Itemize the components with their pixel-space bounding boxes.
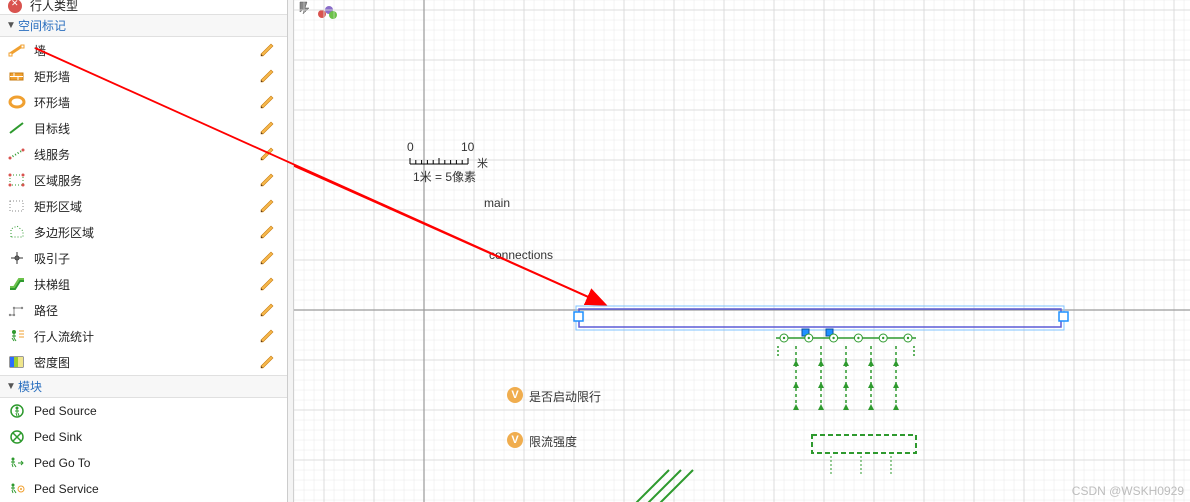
red-x-icon: [8, 0, 22, 13]
item-label: Ped Go To: [34, 456, 281, 470]
item-label: 矩形区域: [34, 198, 259, 215]
item-label: 多边形区域: [34, 224, 259, 241]
palette-item-rectarea[interactable]: 矩形区域: [0, 193, 287, 219]
section-title: 空间标记: [18, 17, 66, 34]
attractor-icon: [8, 250, 26, 266]
palette-item-lineservice[interactable]: 线服务: [0, 141, 287, 167]
pencil-icon[interactable]: [259, 172, 275, 188]
palette-item-pedgoto[interactable]: Ped Go To: [0, 450, 287, 476]
pencil-icon[interactable]: [259, 146, 275, 162]
pencil-icon[interactable]: [259, 224, 275, 240]
lineservice-icon: [8, 146, 26, 162]
rectwall-icon: [8, 68, 26, 84]
truncated-label: 行人类型: [30, 0, 78, 14]
green-dashed-box[interactable]: [811, 434, 935, 492]
pencil-icon[interactable]: [259, 198, 275, 214]
section-header-modules[interactable]: ▼ 模块: [0, 375, 287, 398]
pencil-icon[interactable]: [259, 94, 275, 110]
item-label: Ped Sink: [34, 430, 281, 444]
item-label: 目标线: [34, 120, 259, 137]
pedservice-icon: [8, 481, 26, 497]
palette-item-density[interactable]: 密度图: [0, 349, 287, 375]
palette-item-pedsink[interactable]: Ped Sink: [0, 424, 287, 450]
item-label: 区域服务: [34, 172, 259, 189]
item-label: 吸引子: [34, 250, 259, 267]
pedsource-icon: [8, 403, 26, 419]
chevron-down-icon: ▼: [6, 20, 16, 31]
palette-item-wall[interactable]: 墙: [0, 37, 287, 63]
palette-item-pedservice[interactable]: Ped Service: [0, 476, 287, 502]
item-label: 行人流统计: [34, 328, 259, 345]
item-label: 路径: [34, 302, 259, 319]
item-label: 密度图: [34, 354, 259, 371]
pencil-icon[interactable]: [259, 68, 275, 84]
flowstat-icon: [8, 328, 26, 344]
sidebar-item-truncated[interactable]: 行人类型: [0, 0, 287, 14]
palette-item-polyarea[interactable]: 多边形区域: [0, 219, 287, 245]
rectarea-icon: [8, 198, 26, 214]
palette-item-path[interactable]: 路径: [0, 297, 287, 323]
pencil-icon[interactable]: [259, 120, 275, 136]
palette-item-attractor[interactable]: 吸引子: [0, 245, 287, 271]
item-label: 线服务: [34, 146, 259, 163]
item-label: 扶梯组: [34, 276, 259, 293]
palette-item-rectwall[interactable]: 矩形墙: [0, 63, 287, 89]
sidebar: 行人类型 ▼ 空间标记 墙矩形墙环形墙目标线线服务区域服务矩形区域多边形区域吸引…: [0, 0, 288, 502]
palette-item-areaservice[interactable]: 区域服务: [0, 167, 287, 193]
item-label: 墙: [34, 42, 259, 59]
palette-item-ringwall[interactable]: 环形墙: [0, 89, 287, 115]
targetline-icon: [8, 120, 26, 136]
chevron-down-icon: ▼: [6, 381, 16, 392]
palette-item-escalator[interactable]: 扶梯组: [0, 271, 287, 297]
item-label: 矩形墙: [34, 68, 259, 85]
item-label: Ped Source: [34, 404, 281, 418]
item-label: 环形墙: [34, 94, 259, 111]
escalator-icon: [8, 276, 26, 292]
palette-item-targetline[interactable]: 目标线: [0, 115, 287, 141]
diagonal-lines: [629, 470, 709, 502]
pencil-icon[interactable]: [259, 328, 275, 344]
density-icon: [8, 354, 26, 370]
wall-icon: [8, 42, 26, 58]
section-header-space-markup[interactable]: ▼ 空间标记: [0, 14, 287, 37]
watermark: CSDN @WSKH0929: [1072, 484, 1184, 498]
item-label: Ped Service: [34, 482, 281, 496]
pencil-icon[interactable]: [259, 42, 275, 58]
ringwall-icon: [8, 94, 26, 110]
path-icon: [8, 302, 26, 318]
palette-item-flowstat[interactable]: 行人流统计: [0, 323, 287, 349]
pencil-icon[interactable]: [259, 354, 275, 370]
pedsink-icon: [8, 429, 26, 445]
palette-item-pedsource[interactable]: Ped Source: [0, 398, 287, 424]
pedgoto-icon: [8, 455, 26, 471]
canvas[interactable]: 0 10 米 1米 = 5像素 main connections V 是否启动限…: [294, 0, 1190, 502]
selected-wall[interactable]: [294, 0, 1190, 502]
pencil-icon[interactable]: [259, 276, 275, 292]
section-title: 模块: [18, 378, 42, 395]
pencil-icon[interactable]: [259, 302, 275, 318]
areaservice-icon: [8, 172, 26, 188]
pencil-icon[interactable]: [259, 250, 275, 266]
polyarea-icon: [8, 224, 26, 240]
